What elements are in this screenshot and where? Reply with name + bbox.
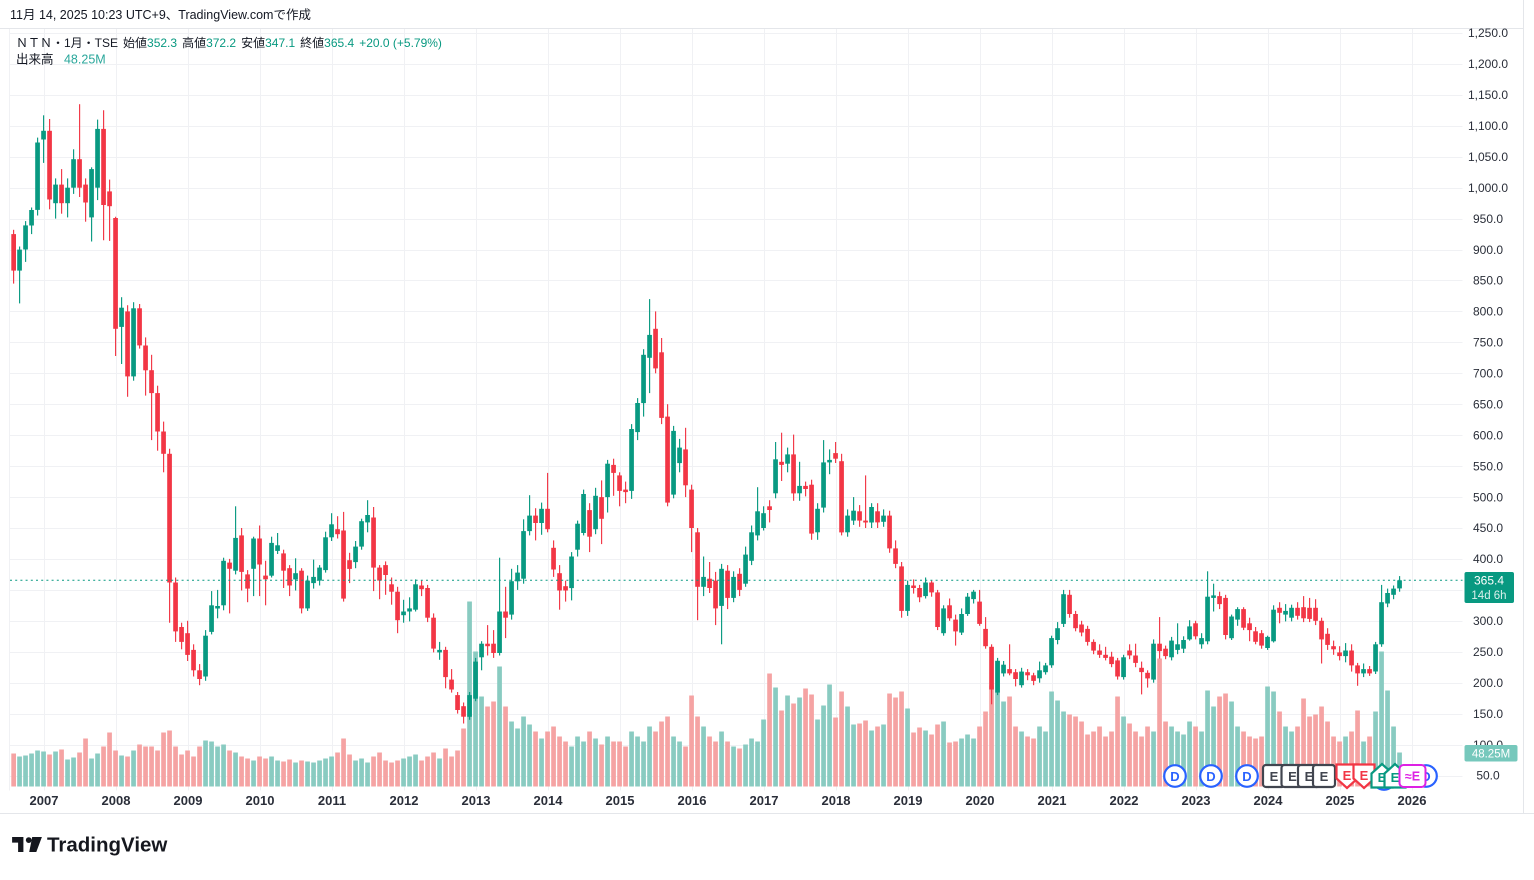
svg-text:D: D xyxy=(1206,769,1215,784)
svg-text:1,150.0: 1,150.0 xyxy=(1468,88,1508,102)
svg-text:14d 6h: 14d 6h xyxy=(1471,590,1506,602)
svg-text:300.0: 300.0 xyxy=(1473,614,1503,628)
svg-text:≈E: ≈E xyxy=(1405,770,1420,784)
svg-text:E: E xyxy=(1270,769,1279,784)
svg-text:2007: 2007 xyxy=(30,793,59,808)
svg-text:900.0: 900.0 xyxy=(1473,243,1503,257)
svg-text:2025: 2025 xyxy=(1326,793,1355,808)
svg-text:50.0: 50.0 xyxy=(1476,769,1500,783)
svg-text:E: E xyxy=(1360,768,1369,783)
svg-text:2008: 2008 xyxy=(102,793,131,808)
svg-text:500.0: 500.0 xyxy=(1473,490,1503,504)
svg-text:1,250.0: 1,250.0 xyxy=(1468,26,1508,40)
svg-text:750.0: 750.0 xyxy=(1473,336,1503,350)
svg-text:2013: 2013 xyxy=(462,793,491,808)
svg-text:1,100.0: 1,100.0 xyxy=(1468,119,1508,133)
svg-text:650.0: 650.0 xyxy=(1473,397,1503,411)
svg-text:2024: 2024 xyxy=(1254,793,1284,808)
svg-text:2010: 2010 xyxy=(246,793,275,808)
svg-text:2012: 2012 xyxy=(390,793,419,808)
svg-text:E: E xyxy=(1343,768,1352,783)
svg-text:E: E xyxy=(1305,769,1314,784)
svg-text:2017: 2017 xyxy=(750,793,779,808)
svg-text:150.0: 150.0 xyxy=(1473,707,1503,721)
svg-text:800.0: 800.0 xyxy=(1473,305,1503,319)
svg-text:2015: 2015 xyxy=(606,793,635,808)
svg-text:48.25M: 48.25M xyxy=(1472,749,1510,761)
svg-text:E: E xyxy=(1320,769,1329,784)
svg-text:2026: 2026 xyxy=(1398,793,1427,808)
svg-text:E: E xyxy=(1288,769,1297,784)
svg-text:2016: 2016 xyxy=(678,793,707,808)
svg-text:700.0: 700.0 xyxy=(1473,367,1503,381)
svg-text:E: E xyxy=(1391,770,1400,785)
svg-text:550.0: 550.0 xyxy=(1473,459,1503,473)
svg-text:E: E xyxy=(1378,770,1387,785)
svg-text:250.0: 250.0 xyxy=(1473,645,1503,659)
svg-text:950.0: 950.0 xyxy=(1473,212,1503,226)
svg-text:365.4: 365.4 xyxy=(1474,574,1504,588)
svg-text:D: D xyxy=(1242,769,1251,784)
svg-text:1,000.0: 1,000.0 xyxy=(1468,181,1508,195)
svg-text:2021: 2021 xyxy=(1038,793,1067,808)
svg-text:1,200.0: 1,200.0 xyxy=(1468,57,1508,71)
svg-text:2009: 2009 xyxy=(174,793,203,808)
svg-text:2022: 2022 xyxy=(1110,793,1139,808)
svg-text:2018: 2018 xyxy=(822,793,851,808)
svg-text:D: D xyxy=(1170,769,1179,784)
svg-text:2023: 2023 xyxy=(1182,793,1211,808)
svg-text:2019: 2019 xyxy=(894,793,923,808)
svg-text:450.0: 450.0 xyxy=(1473,521,1503,535)
svg-text:TradingView: TradingView xyxy=(47,834,167,857)
svg-text:200.0: 200.0 xyxy=(1473,676,1503,690)
svg-text:400.0: 400.0 xyxy=(1473,552,1503,566)
svg-text:1,050.0: 1,050.0 xyxy=(1468,150,1508,164)
svg-text:2020: 2020 xyxy=(966,793,995,808)
svg-text:2014: 2014 xyxy=(534,793,564,808)
svg-text:850.0: 850.0 xyxy=(1473,274,1503,288)
svg-text:600.0: 600.0 xyxy=(1473,428,1503,442)
svg-text:2011: 2011 xyxy=(318,793,346,808)
svg-text:11月 14, 2025 10:23 UTC+9、Tradi: 11月 14, 2025 10:23 UTC+9、TradingView.com… xyxy=(10,8,311,22)
